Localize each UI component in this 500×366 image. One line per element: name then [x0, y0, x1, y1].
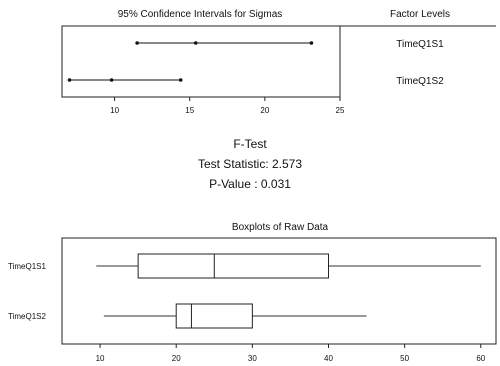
box-iqr	[175, 303, 253, 329]
ci-upper-point	[309, 41, 314, 45]
box-x-tick-label: 30	[248, 354, 257, 363]
ci-lower-point	[135, 41, 139, 45]
box-x-tick-label: 60	[476, 354, 485, 363]
pvalue-label: P-Value	[209, 177, 251, 191]
boxplot-frame	[61, 237, 497, 345]
box-x-tick-label: 20	[172, 354, 181, 363]
ci-lower-point	[67, 78, 72, 82]
statistic-value: 2.573	[272, 157, 303, 171]
boxplot-chart-title: Boxplots of Raw Data	[232, 222, 329, 233]
ci-x-tick-label: 25	[336, 106, 345, 115]
f-test-statistic: Test Statistic: 2.573	[150, 157, 350, 171]
box-x-tick-label: 40	[324, 354, 333, 363]
box-x-tick-label: 50	[400, 354, 409, 363]
ci-x-tick-label: 10	[110, 106, 119, 115]
ci-estimate-point	[109, 78, 114, 82]
statistic-label: Test Statistic:	[197, 157, 269, 171]
box-category-label: TimeQ1S2	[8, 312, 46, 321]
ci-chart-title: 95% Confidence Intervals for Sigmas	[118, 9, 283, 20]
ci-plot-frame	[61, 25, 341, 98]
factor-levels-title: Factor Levels	[390, 9, 450, 20]
ci-x-tick-label: 15	[185, 106, 194, 115]
box-iqr	[137, 253, 329, 279]
f-test-pvalue: P-Value : 0.031	[150, 177, 350, 191]
pvalue-value: : 0.031	[254, 177, 291, 191]
factor-level-label: TimeQ1S1	[396, 39, 444, 50]
ci-upper-point	[178, 78, 183, 82]
ci-estimate-point	[193, 41, 198, 45]
f-test-title: F-Test	[233, 137, 267, 151]
factor-level-label: TimeQ1S2	[396, 76, 444, 87]
ci-x-tick-label: 20	[260, 106, 269, 115]
box-category-label: TimeQ1S1	[8, 262, 46, 271]
box-x-tick-label: 10	[96, 354, 105, 363]
